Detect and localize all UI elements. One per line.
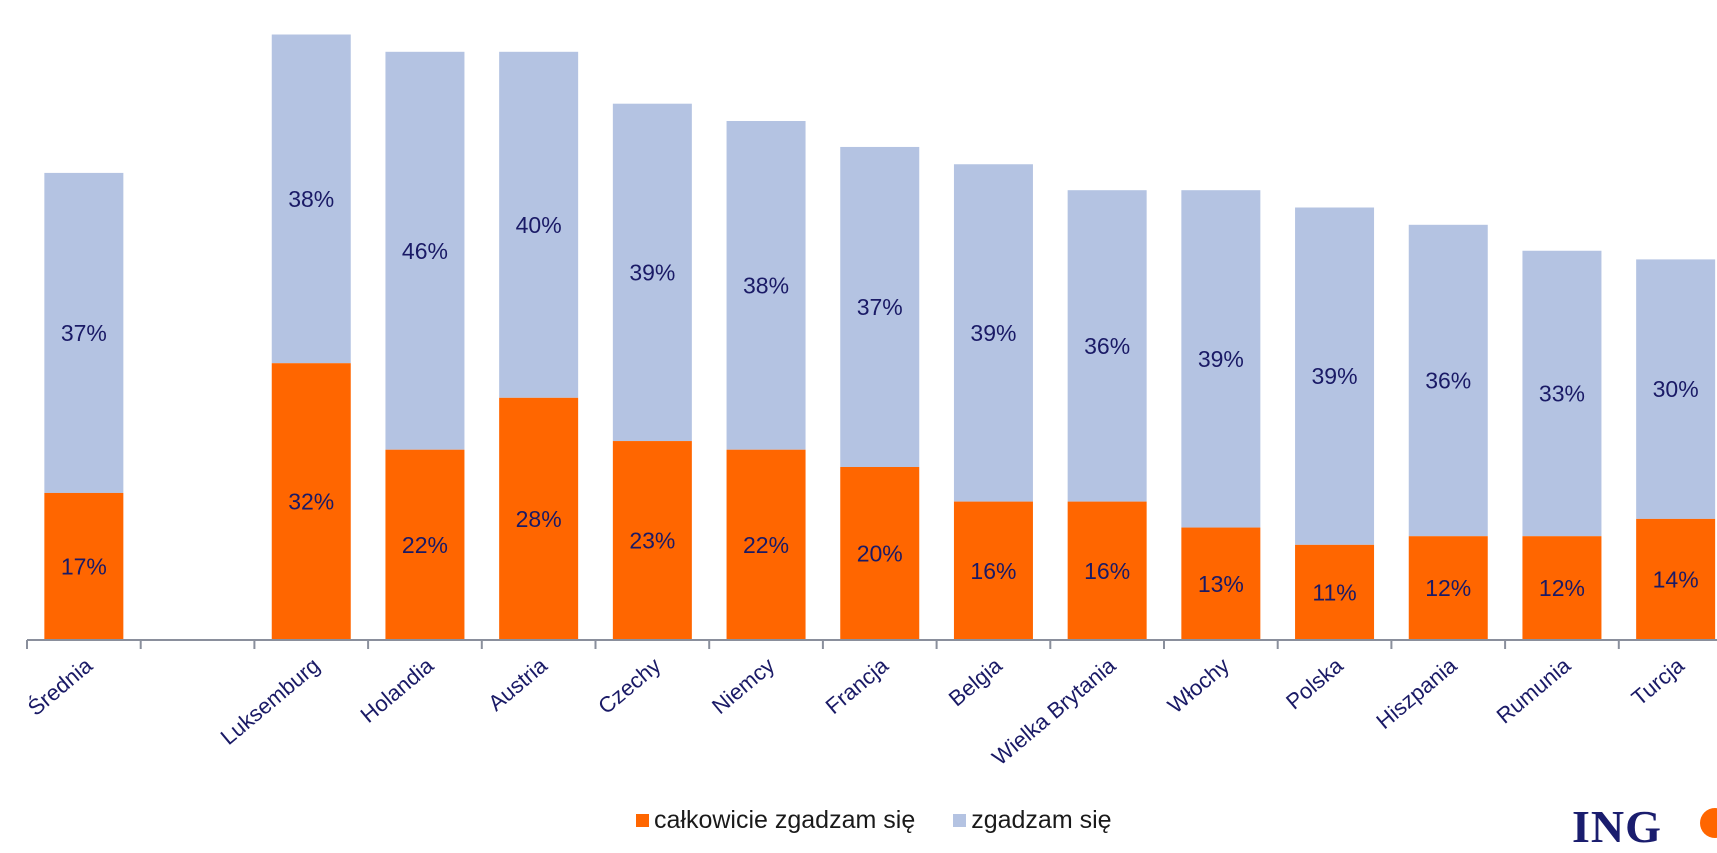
bar-series-1 (385, 449, 465, 640)
data-label-series-1: 22% (743, 532, 789, 558)
x-axis (26, 639, 1717, 649)
bar-series-2 (1522, 250, 1602, 537)
x-tick-label: Czechy (593, 653, 665, 719)
data-label-series-2: 38% (743, 272, 789, 298)
bar-series-1 (271, 363, 351, 640)
legend-label-series-1: całkowicie zgadzam się (654, 806, 916, 834)
bar-series-1 (1408, 536, 1488, 640)
data-label-series-2: 39% (629, 259, 675, 285)
bar-series-2 (44, 172, 124, 493)
data-label-series-1: 11% (1312, 579, 1356, 605)
data-label-series-1: 16% (970, 558, 1016, 584)
legend-label-series-2: zgadzam się (971, 806, 1112, 834)
bar-series-1 (1522, 536, 1602, 640)
data-label-series-1: 23% (629, 528, 675, 554)
legend-item-series-2: zgadzam się (953, 806, 1112, 835)
bar-series-1 (726, 449, 806, 640)
bar-series-2 (612, 103, 692, 442)
bar-series-1 (612, 441, 692, 640)
x-tick-label: Turcja (1627, 652, 1690, 710)
data-label-series-2: 39% (1198, 346, 1244, 372)
data-label-series-1: 17% (61, 553, 107, 579)
data-label-series-2: 39% (970, 320, 1016, 346)
data-label-series-2: 36% (1425, 368, 1471, 394)
data-label-series-1: 16% (1084, 558, 1130, 584)
data-label-series-1: 13% (1198, 571, 1244, 597)
x-tick-label: Hiszpania (1371, 652, 1462, 734)
bars-group: 17% 37% 32% 38% 22% 46% 28% 40% 23% 39% 22% 38% 20% 3… (44, 34, 1716, 640)
x-tick-label: Belgia (944, 652, 1008, 711)
bar-series-2 (1636, 259, 1716, 519)
bar-series-2 (271, 34, 351, 364)
x-tick-label: Włochy (1163, 653, 1234, 719)
x-tick-label: Polska (1281, 652, 1348, 714)
bar-series-2 (499, 51, 579, 398)
data-label-series-2: 37% (61, 320, 107, 346)
x-tick-label: Niemcy (707, 653, 779, 719)
bar-series-1 (840, 467, 920, 640)
data-label-series-1: 20% (857, 541, 903, 567)
bar-series-1 (1295, 544, 1375, 640)
bar-series-2 (385, 51, 465, 450)
bar-series-2 (1295, 207, 1375, 545)
bar-series-1 (1181, 527, 1261, 640)
bar-series-1 (44, 492, 124, 640)
data-label-series-1: 12% (1425, 575, 1471, 601)
data-label-series-2: 38% (288, 186, 334, 212)
x-tick-label: Rumunia (1492, 652, 1576, 728)
data-label-series-2: 36% (1084, 333, 1130, 359)
bar-series-1 (953, 501, 1033, 640)
data-label-series-1: 12% (1539, 575, 1585, 601)
data-label-series-2: 46% (402, 238, 448, 264)
x-tick-label: Austria (483, 652, 552, 716)
data-label-series-2: 40% (516, 212, 562, 238)
x-tick-labels: Średnia Luksemburg Holandia Austria Czechy Ni… (23, 652, 1690, 770)
data-label-series-1: 32% (288, 489, 334, 515)
data-label-series-2: 33% (1539, 380, 1585, 406)
bar-series-2 (1181, 190, 1261, 528)
ing-lion-logo-icon (1700, 808, 1717, 838)
bar-series-1 (1067, 501, 1147, 640)
data-label-series-1: 28% (516, 506, 562, 532)
x-tick-label: Holandia (356, 652, 439, 727)
bar-series-2 (953, 164, 1033, 502)
bar-series-2 (1067, 190, 1147, 502)
bar-series-2 (1408, 224, 1488, 537)
legend: całkowicie zgadzam się zgadzam się (636, 806, 1112, 835)
bar-series-2 (840, 146, 920, 467)
data-label-series-1: 22% (402, 532, 448, 558)
x-tick-label: Luksemburg (216, 653, 325, 750)
x-tick-label: Wielka Brytania (987, 652, 1121, 770)
bar-series-1 (1636, 518, 1716, 640)
data-label-series-2: 30% (1653, 376, 1699, 402)
bar-series-1 (499, 397, 579, 640)
data-label-series-1: 14% (1653, 566, 1699, 592)
bar-series-2 (726, 121, 806, 450)
legend-swatch-series-2 (953, 814, 967, 827)
x-tick-label: Średnia (23, 652, 98, 720)
x-tick-label: Francja (821, 652, 894, 719)
legend-swatch-series-1 (636, 814, 649, 827)
legend-item-series-1: całkowicie zgadzam się (636, 806, 915, 835)
ing-logo: ING (1572, 801, 1662, 852)
data-label-series-2: 39% (1312, 363, 1358, 389)
data-label-series-2: 37% (857, 294, 903, 320)
